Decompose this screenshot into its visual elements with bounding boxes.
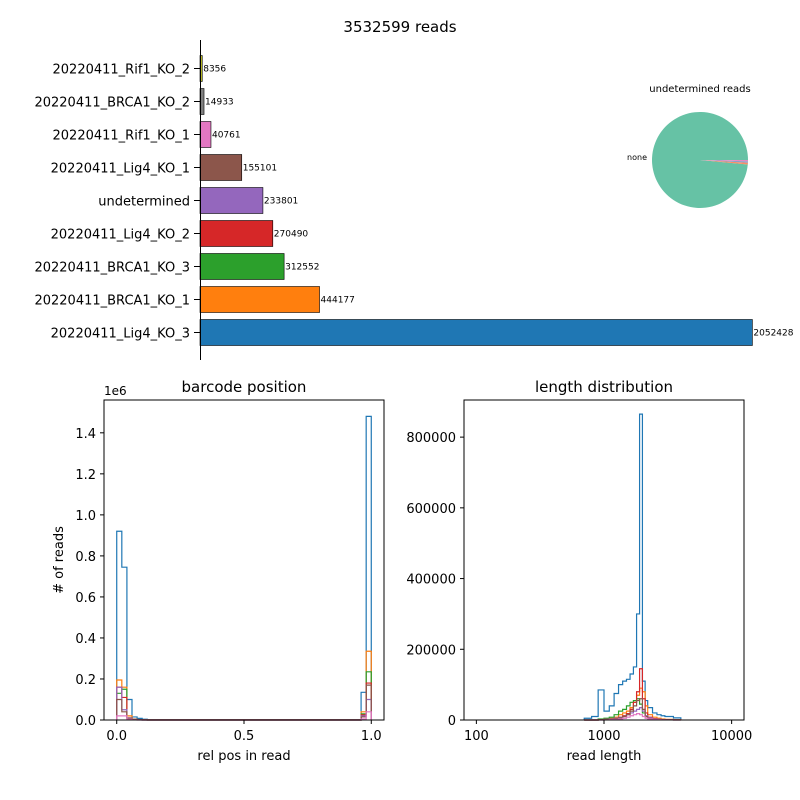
bar-data-label: 40761 xyxy=(212,131,241,141)
bar-data-label: 2052428 xyxy=(753,329,793,339)
y-tick-label: 0.0 xyxy=(75,714,96,729)
length-x-ticks: 100 1000 10000 xyxy=(464,720,752,744)
x-tick-label: 0.0 xyxy=(106,729,127,744)
pie-slice xyxy=(700,160,748,163)
y-tick-label: 600000 xyxy=(406,502,456,517)
bar-category-label: 20220411_Lig4_KO_1 xyxy=(51,162,190,177)
bar-category-label: 20220411_BRCA1_KO_3 xyxy=(34,261,190,276)
pie-chart-title: undetermined reads xyxy=(649,84,750,95)
barcode-chart-title: barcode position xyxy=(182,378,307,396)
bar-category-labels: 20220411_Lig4_KO_3 20220411_BRCA1_KO_1 202… xyxy=(34,63,200,342)
barcode-x-label: rel pos in read xyxy=(197,749,290,764)
barcode-x-ticks: 0.0 0.5 1.0 xyxy=(106,720,382,744)
length-y-ticks: 0 200000 400000 600000 800000 xyxy=(406,431,464,729)
bar-data-label: 233801 xyxy=(264,197,298,207)
bar-category-label: undetermined xyxy=(98,195,190,210)
pie-label-none: none xyxy=(627,153,647,162)
x-tick-label: 100 xyxy=(464,729,489,744)
y-tick-label: 0.8 xyxy=(75,550,96,565)
histogram-series xyxy=(116,686,372,721)
barcode-position-chart: barcode position 1e6 0.0 0.5 1.0 0.0 0.2 0.4… xyxy=(52,378,385,764)
y-tick-label: 0.2 xyxy=(75,673,96,688)
bar-category-label: 20220411_Rif1_KO_2 xyxy=(53,63,190,78)
histogram-series xyxy=(583,413,682,720)
histogram-series xyxy=(116,671,372,721)
pie-slices xyxy=(652,111,748,208)
bar-category-label: 20220411_BRCA1_KO_2 xyxy=(34,96,190,111)
y-tick-label: 0.4 xyxy=(75,632,96,647)
length-series xyxy=(583,413,682,721)
bar-chart: 3532599 reads 20220411_Lig4_KO_320220411… xyxy=(34,18,794,360)
bar xyxy=(199,253,285,280)
y-tick-label: 800000 xyxy=(406,431,456,446)
length-axes-frame xyxy=(463,399,745,721)
y-tick-label: 0 xyxy=(448,714,456,729)
bar xyxy=(199,187,264,214)
histogram-series xyxy=(116,684,372,721)
x-tick-label: 0.5 xyxy=(234,729,255,744)
x-tick-label: 10000 xyxy=(711,729,752,744)
bar-data-label: 270490 xyxy=(274,230,309,240)
x-tick-label: 1.0 xyxy=(361,729,382,744)
pie-slice xyxy=(700,160,748,165)
pie-slice xyxy=(700,160,748,162)
length-x-label: read length xyxy=(567,749,642,764)
y-tick-label: 200000 xyxy=(406,643,456,658)
histogram-series xyxy=(116,682,372,721)
length-chart-title: length distribution xyxy=(535,378,673,396)
length-distribution-chart: length distribution 100 1000 10000 0 200000… xyxy=(406,378,752,764)
bar-category-label: 20220411_Lig4_KO_2 xyxy=(51,228,190,243)
y-tick-label: 1.2 xyxy=(75,468,96,483)
histogram-series xyxy=(116,415,372,721)
x-tick-label: 1000 xyxy=(587,729,620,744)
barcode-series xyxy=(116,415,372,721)
bar-category-label: 20220411_Lig4_KO_3 xyxy=(51,327,190,342)
y-tick-label: 0.6 xyxy=(75,591,96,606)
histogram-series xyxy=(116,650,372,721)
bar-chart-title: 3532599 reads xyxy=(343,18,456,36)
bar-data-label: 14933 xyxy=(205,98,234,108)
bar-data-label: 8356 xyxy=(203,65,226,75)
histogram-series xyxy=(116,711,372,721)
y-tick-label: 1.0 xyxy=(75,509,96,524)
pie-chart: undetermined reads none xyxy=(627,84,751,208)
y-tick-label: 1.4 xyxy=(75,427,96,442)
bar-data-labels: 2052428 444177 312552 270490 233801 155101 407… xyxy=(203,65,794,339)
bar-series xyxy=(199,55,753,346)
barcode-y-ticks: 0.0 0.2 0.4 0.6 0.8 1.0 1.2 1.4 xyxy=(75,427,104,729)
pie-slice xyxy=(652,111,748,208)
bar-data-label: 155101 xyxy=(243,164,277,174)
barcode-y-offset-label: 1e6 xyxy=(104,384,127,398)
bar-data-label: 444177 xyxy=(321,296,355,306)
bar xyxy=(199,286,320,313)
barcode-y-label: # of reads xyxy=(52,526,67,594)
y-tick-label: 400000 xyxy=(406,573,456,588)
bar-category-label: 20220411_BRCA1_KO_1 xyxy=(34,294,190,309)
bar-data-label: 312552 xyxy=(285,263,319,273)
bar xyxy=(199,154,243,181)
bar-category-label: 20220411_Rif1_KO_1 xyxy=(53,129,190,144)
barcode-axes-frame xyxy=(103,399,385,721)
bar xyxy=(199,319,753,346)
bar xyxy=(199,220,274,247)
bar xyxy=(199,121,212,148)
